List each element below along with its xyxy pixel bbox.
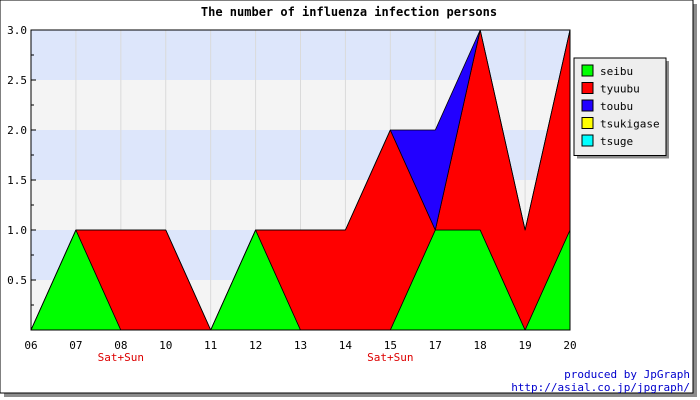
legend-swatch-tyuubu — [581, 82, 594, 94]
y-tick-label: 1.0 — [7, 224, 27, 237]
weekend-label: Sat+Sun — [98, 351, 144, 364]
x-axis: 06 07 08 10 11 12 13 14 15 17 18 19 20 Sat+Sun Sat+Sun — [24, 339, 576, 364]
legend-swatch-tsuge — [581, 134, 594, 147]
legend: seibu tyuubu toubu tsukigase tsuge — [573, 57, 669, 159]
x-tick-label: 17 — [429, 339, 442, 352]
x-tick-label: 20 — [563, 339, 576, 352]
weekend-label: Sat+Sun — [367, 351, 413, 364]
legend-label-tyuubu: tyuubu — [600, 83, 640, 96]
y-tick-label: 0.5 — [7, 274, 27, 287]
credit-line-2: http://asial.co.jp/jpgraph/ — [511, 381, 690, 394]
x-tick-label: 13 — [294, 339, 307, 352]
x-tick-label: 18 — [474, 339, 487, 352]
y-tick-label: 1.5 — [7, 174, 27, 187]
legend-label-seibu: seibu — [600, 65, 633, 78]
x-tick-label: 06 — [24, 339, 37, 352]
x-tick-label: 11 — [204, 339, 217, 352]
x-tick-label: 07 — [69, 339, 82, 352]
legend-swatch-seibu — [581, 64, 594, 77]
y-tick-label: 2.0 — [7, 124, 27, 137]
legend-label-tsuge: tsuge — [600, 135, 633, 148]
x-tick-label: 15 — [384, 339, 397, 352]
x-tick-label: 08 — [114, 339, 127, 352]
chart-title: The number of influenza infection person… — [201, 5, 497, 19]
x-tick-label: 14 — [339, 339, 353, 352]
x-tick-label: 12 — [249, 339, 262, 352]
x-tick-label: 10 — [159, 339, 172, 352]
legend-swatch-tsukigase — [581, 117, 594, 129]
legend-label-toubu: toubu — [600, 100, 633, 113]
legend-label-tsukigase: tsukigase — [600, 118, 660, 131]
credit-line-1: produced by JpGraph — [564, 368, 690, 381]
legend-swatch-toubu — [581, 99, 594, 112]
y-tick-label: 3.0 — [7, 24, 27, 37]
y-tick-label: 2.5 — [7, 74, 27, 87]
y-axis: 0.5 1.0 1.5 2.0 2.5 3.0 — [7, 24, 36, 306]
x-tick-label: 19 — [518, 339, 531, 352]
